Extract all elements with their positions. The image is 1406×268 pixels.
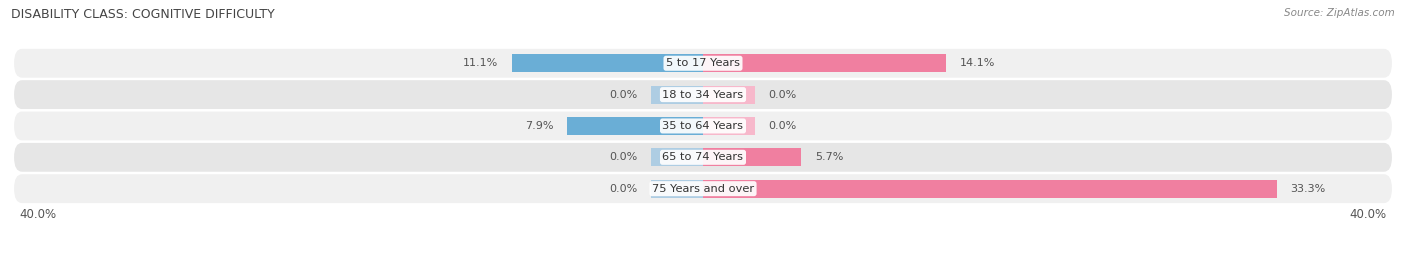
Text: 7.9%: 7.9% [524,121,553,131]
Text: 33.3%: 33.3% [1291,184,1326,194]
Text: 75 Years and over: 75 Years and over [652,184,754,194]
Text: 0.0%: 0.0% [769,121,797,131]
Bar [703,117,755,135]
Bar [651,85,703,104]
Text: Source: ZipAtlas.com: Source: ZipAtlas.com [1284,8,1395,18]
Bar [512,54,703,72]
FancyBboxPatch shape [14,143,1392,172]
Bar [567,117,703,135]
Text: DISABILITY CLASS: COGNITIVE DIFFICULTY: DISABILITY CLASS: COGNITIVE DIFFICULTY [11,8,276,21]
Text: 0.0%: 0.0% [609,152,637,162]
Text: 5.7%: 5.7% [815,152,844,162]
Bar [703,85,755,104]
Text: 0.0%: 0.0% [769,90,797,100]
FancyBboxPatch shape [14,174,1392,203]
Text: 0.0%: 0.0% [609,184,637,194]
Text: 11.1%: 11.1% [463,58,498,68]
Bar [651,148,703,166]
Text: 0.0%: 0.0% [609,90,637,100]
Text: 14.1%: 14.1% [960,58,995,68]
FancyBboxPatch shape [14,111,1392,140]
Text: 5 to 17 Years: 5 to 17 Years [666,58,740,68]
FancyBboxPatch shape [14,49,1392,78]
Text: 40.0%: 40.0% [20,208,56,221]
Bar [703,54,946,72]
Bar [703,148,801,166]
Text: 35 to 64 Years: 35 to 64 Years [662,121,744,131]
FancyBboxPatch shape [14,80,1392,109]
Text: 65 to 74 Years: 65 to 74 Years [662,152,744,162]
Bar [651,180,703,198]
Bar [703,180,1277,198]
Text: 40.0%: 40.0% [1350,208,1386,221]
Text: 18 to 34 Years: 18 to 34 Years [662,90,744,100]
